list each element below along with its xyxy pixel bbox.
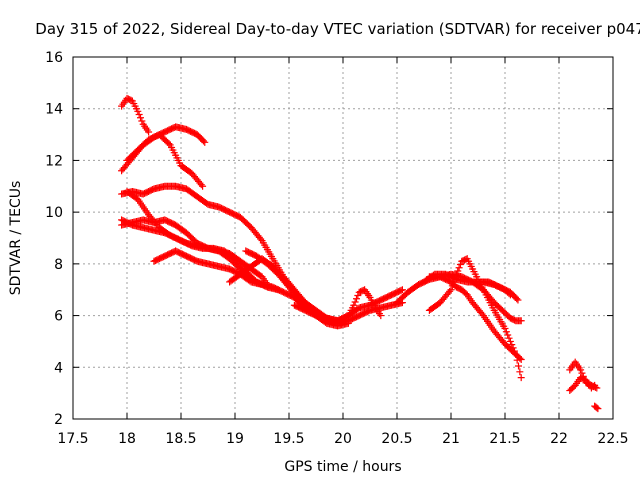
data-point-marker [516,368,524,376]
data-point-marker [134,107,142,115]
data-point-marker [505,334,513,342]
data-point-marker [514,296,522,304]
series-s11 [290,286,385,325]
x-tick-label: 22.5 [597,431,628,447]
data-point-marker [354,292,362,300]
data-point-marker [451,274,459,282]
data-point-marker [591,381,599,389]
data-point-marker [137,114,144,122]
data-point-marker [513,356,521,364]
data-point-marker [138,117,146,125]
plot-frame [72,56,614,420]
data-point-marker [513,295,521,303]
data-point-marker [452,270,460,278]
series-s18 [566,374,599,395]
data-point-marker [506,337,514,345]
data-point-marker [448,282,456,290]
data-point-marker [515,362,522,370]
y-tick-label: 6 [54,309,63,325]
x-tick-label: 20.5 [381,431,412,447]
series-s1 [118,94,153,136]
y-tick-label: 8 [54,257,63,273]
data-point-marker [501,325,509,332]
data-point-marker [478,310,486,318]
data-point-marker [517,356,525,364]
data-point-marker [135,111,143,119]
y-tick-label: 14 [45,102,63,118]
data-point-marker [353,295,360,303]
data-point-marker [165,140,173,148]
data-point-marker [589,383,597,391]
data-layer [118,94,602,413]
data-point-marker [197,181,205,189]
y-tick-label: 12 [45,153,63,169]
series-s3 [123,131,207,190]
data-point-marker [593,404,601,412]
data-point-marker [577,366,585,374]
x-tick-label: 18 [118,431,136,447]
data-point-marker [145,128,153,136]
x-tick-label: 21.5 [489,431,520,447]
data-point-marker [398,286,406,294]
data-point-marker [397,286,405,294]
x-tick-label: 19.5 [273,431,304,447]
data-point-marker [504,331,512,339]
data-point-marker [199,182,207,190]
x-tick-label: 21 [442,431,460,447]
x-tick-label: 17.5 [57,431,88,447]
x-tick-label: 20 [334,431,352,447]
data-point-marker [502,328,510,336]
data-point-marker [517,317,525,325]
series-s4 [118,182,406,325]
y-axis-label: SDTVAR / TECUs [8,181,24,296]
grid-layer [73,57,613,419]
series-s15 [425,255,525,382]
data-point-marker [447,286,455,294]
y-tick-label: 4 [54,360,63,376]
data-point-marker [506,291,514,299]
data-point-marker [201,138,209,146]
x-tick-label: 18.5 [165,431,196,447]
data-point-marker [455,264,463,272]
data-point-marker [517,374,525,382]
data-point-marker [456,261,464,269]
series-s16 [469,278,514,299]
data-point-marker [377,312,385,320]
x-tick-label: 19 [226,431,244,447]
chart-title: Day 315 of 2022, Sidereal Day-to-day VTE… [35,20,640,38]
y-tick-label: 2 [54,412,63,428]
data-point-marker [505,290,513,298]
y-tick-label: 10 [45,205,63,221]
data-point-marker [257,235,265,243]
data-point-marker [594,405,602,413]
data-point-marker [446,287,454,295]
x-axis-label: GPS time / hours [284,459,401,475]
data-point-marker [200,137,207,145]
data-point-marker [284,282,292,290]
data-point-marker [509,344,517,352]
data-point-marker [450,278,458,286]
data-point-marker [508,341,516,349]
tick-layer: 17.5 18 18.5 19 19.5 20 20.5 21 21.5 22 22.5 2 4 6 8 10… [45,50,628,447]
data-point-marker [454,267,462,275]
data-point-marker [510,347,518,355]
data-point-marker [351,298,359,306]
series-s19 [591,402,602,413]
data-point-marker [350,301,358,309]
data-point-marker [512,350,520,358]
series-s2 [118,123,209,175]
y-tick-label: 16 [45,50,63,66]
x-tick-label: 22 [550,431,568,447]
